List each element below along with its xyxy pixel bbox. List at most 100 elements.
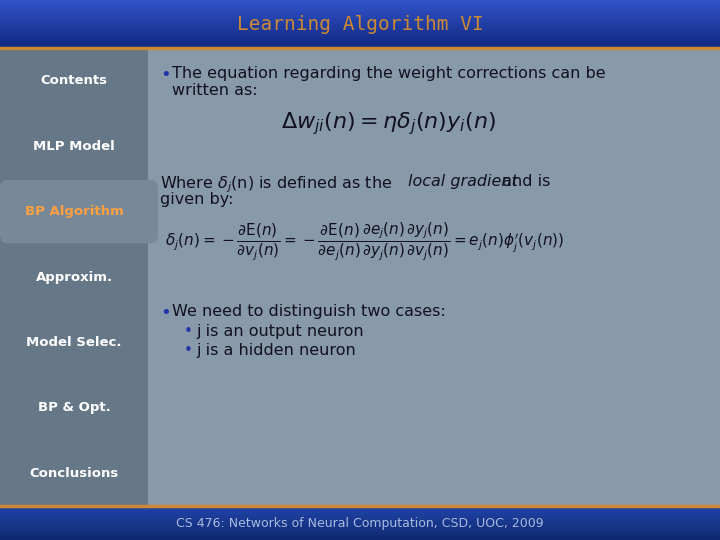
Bar bbox=[0, 521, 720, 522]
Text: Approxim.: Approxim. bbox=[35, 271, 112, 284]
Bar bbox=[0, 27, 720, 29]
Text: •: • bbox=[184, 324, 193, 339]
Bar bbox=[0, 509, 720, 510]
Text: •: • bbox=[184, 343, 193, 358]
Bar bbox=[0, 8, 720, 10]
Bar bbox=[0, 45, 720, 47]
Bar bbox=[0, 532, 720, 533]
Bar bbox=[0, 513, 720, 515]
Text: Contents: Contents bbox=[40, 74, 107, 87]
Text: $\delta_j(n) = -\dfrac{\partial \mathrm{E}(n)}{\partial v_j(n)} = -\dfrac{\parti: $\delta_j(n) = -\dfrac{\partial \mathrm{… bbox=[165, 221, 564, 263]
Bar bbox=[0, 26, 720, 28]
Bar bbox=[0, 508, 720, 509]
Bar bbox=[0, 1, 720, 2]
Text: and is: and is bbox=[497, 174, 550, 189]
Bar bbox=[0, 528, 720, 529]
Bar bbox=[0, 24, 720, 25]
Bar bbox=[0, 516, 720, 517]
Bar bbox=[0, 539, 720, 540]
Bar bbox=[0, 17, 720, 19]
Bar bbox=[0, 526, 720, 527]
Bar bbox=[0, 511, 720, 513]
Bar bbox=[0, 0, 720, 1]
FancyBboxPatch shape bbox=[0, 180, 158, 244]
Bar bbox=[0, 510, 720, 511]
Bar bbox=[0, 505, 720, 507]
Bar bbox=[0, 48, 720, 506]
Bar bbox=[0, 536, 720, 537]
Text: Conclusions: Conclusions bbox=[30, 467, 119, 480]
Text: j is a hidden neuron: j is a hidden neuron bbox=[196, 343, 356, 358]
Bar bbox=[0, 512, 720, 514]
Bar bbox=[0, 48, 148, 506]
Text: j is an output neuron: j is an output neuron bbox=[196, 324, 364, 339]
Bar bbox=[0, 13, 720, 15]
Bar bbox=[0, 33, 720, 35]
Bar bbox=[0, 538, 720, 539]
Bar bbox=[0, 20, 720, 22]
Bar bbox=[0, 529, 720, 531]
Text: $\Delta w_{ji}(n) = \eta\delta_j(n)y_i(n)$: $\Delta w_{ji}(n) = \eta\delta_j(n)y_i(n… bbox=[281, 111, 496, 137]
Bar bbox=[0, 25, 720, 26]
Text: We need to distinguish two cases:: We need to distinguish two cases: bbox=[172, 304, 446, 319]
Bar bbox=[0, 507, 720, 509]
Text: •: • bbox=[160, 304, 171, 322]
Bar bbox=[0, 46, 720, 48]
Bar bbox=[0, 537, 720, 538]
Bar bbox=[0, 4, 720, 6]
Bar bbox=[0, 44, 720, 45]
Bar bbox=[0, 38, 720, 39]
Text: local gradient: local gradient bbox=[408, 174, 518, 189]
Bar bbox=[0, 14, 720, 16]
Text: Where $\delta_j$(n) is defined as the: Where $\delta_j$(n) is defined as the bbox=[160, 174, 393, 194]
Bar bbox=[0, 2, 720, 4]
Bar bbox=[0, 520, 720, 521]
Bar bbox=[0, 32, 720, 33]
Bar bbox=[0, 42, 720, 43]
Bar bbox=[0, 530, 720, 531]
Bar bbox=[0, 522, 720, 523]
Bar bbox=[0, 37, 720, 38]
Bar bbox=[0, 43, 720, 44]
Bar bbox=[0, 517, 720, 518]
Bar bbox=[0, 40, 720, 42]
Text: BP & Opt.: BP & Opt. bbox=[37, 401, 110, 414]
Bar bbox=[0, 534, 720, 535]
Bar bbox=[0, 519, 720, 521]
Bar bbox=[0, 517, 720, 519]
Bar bbox=[0, 6, 720, 9]
Bar bbox=[0, 525, 720, 526]
Bar bbox=[0, 3, 720, 5]
Text: The equation regarding the weight corrections can be: The equation regarding the weight correc… bbox=[172, 66, 606, 81]
Text: MLP Model: MLP Model bbox=[33, 140, 115, 153]
Bar bbox=[0, 10, 720, 12]
Bar bbox=[0, 535, 720, 536]
Text: •: • bbox=[160, 66, 171, 84]
Bar bbox=[0, 39, 720, 41]
Bar bbox=[0, 523, 720, 525]
Bar bbox=[0, 523, 720, 524]
Text: Model Selec.: Model Selec. bbox=[26, 336, 122, 349]
Bar bbox=[0, 31, 720, 32]
Bar bbox=[0, 35, 720, 36]
Text: Learning Algorithm VI: Learning Algorithm VI bbox=[237, 15, 483, 33]
Bar bbox=[0, 515, 720, 516]
Bar bbox=[0, 9, 720, 11]
Bar bbox=[0, 529, 720, 530]
Bar bbox=[0, 514, 720, 515]
Bar bbox=[0, 21, 720, 23]
Bar bbox=[0, 511, 720, 512]
Text: given by:: given by: bbox=[160, 192, 233, 207]
Text: CS 476: Networks of Neural Computation, CSD, UOC, 2009: CS 476: Networks of Neural Computation, … bbox=[176, 516, 544, 530]
Bar bbox=[0, 535, 720, 537]
Text: written as:: written as: bbox=[172, 83, 258, 98]
Bar bbox=[0, 28, 720, 30]
Bar bbox=[0, 16, 720, 18]
Bar bbox=[0, 30, 720, 31]
Bar bbox=[0, 526, 720, 528]
Bar bbox=[0, 531, 720, 532]
Bar bbox=[0, 22, 720, 24]
Bar bbox=[0, 532, 720, 534]
Bar bbox=[0, 11, 720, 13]
Bar bbox=[0, 524, 720, 525]
